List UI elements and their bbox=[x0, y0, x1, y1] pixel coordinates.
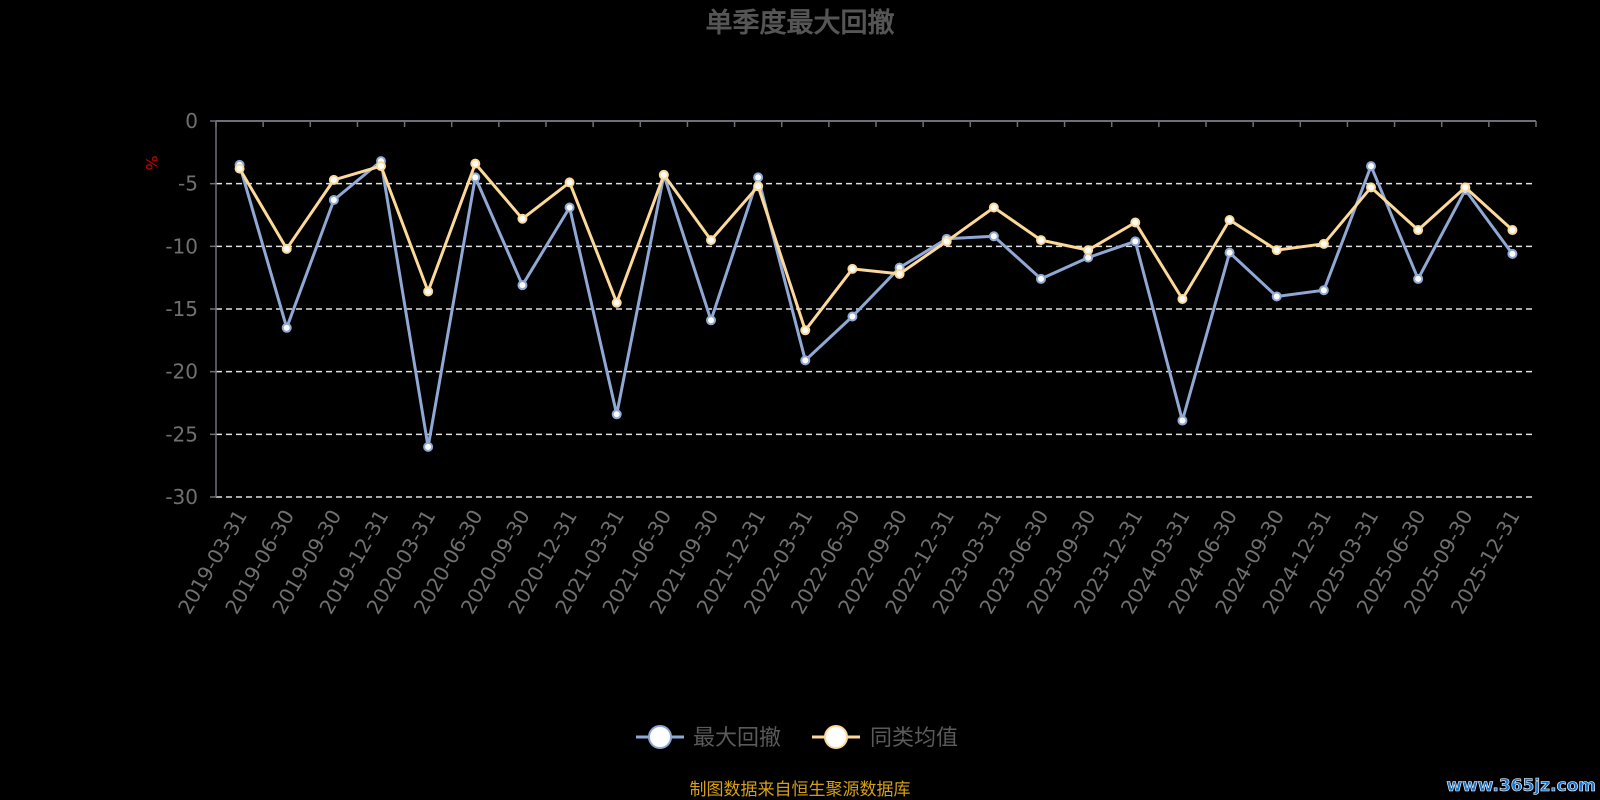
y-tick-label: -10 bbox=[165, 234, 198, 258]
data-point bbox=[941, 236, 952, 247]
series-layer bbox=[234, 156, 1518, 452]
y-tick-label: -5 bbox=[178, 172, 198, 196]
data-point bbox=[423, 286, 434, 297]
y-tick-label: -25 bbox=[165, 422, 198, 446]
data-point bbox=[847, 311, 858, 322]
data-point bbox=[988, 231, 999, 242]
data-point bbox=[1177, 415, 1188, 426]
series-line bbox=[238, 159, 1514, 449]
data-point bbox=[1413, 273, 1424, 284]
y-tick-label: -30 bbox=[165, 485, 198, 509]
data-point bbox=[800, 325, 811, 336]
data-point bbox=[753, 172, 764, 183]
data-point bbox=[1318, 238, 1329, 249]
data-point bbox=[847, 263, 858, 274]
data-point bbox=[281, 322, 292, 333]
data-point bbox=[564, 202, 575, 213]
legend[interactable]: 最大回撤 同类均值 bbox=[636, 725, 958, 751]
data-point bbox=[328, 194, 339, 205]
data-point bbox=[1318, 285, 1329, 296]
data-point bbox=[753, 181, 764, 192]
data-point bbox=[1036, 273, 1046, 284]
legend-marker bbox=[648, 725, 672, 749]
data-point bbox=[517, 280, 528, 291]
data-point bbox=[1413, 225, 1424, 236]
y-axis-unit: % bbox=[142, 155, 161, 170]
legend-label: 同类均值 bbox=[870, 726, 958, 751]
data-point bbox=[376, 161, 386, 172]
data-point bbox=[1271, 291, 1282, 302]
data-point bbox=[1507, 225, 1518, 236]
data-point bbox=[1224, 247, 1235, 258]
legend-item-1[interactable]: 同类均值 bbox=[812, 725, 958, 751]
data-point bbox=[423, 441, 434, 452]
data-point bbox=[470, 158, 481, 169]
legend-marker bbox=[824, 725, 848, 749]
source-note: 制图数据来自恒生聚源数据库 bbox=[690, 780, 911, 800]
data-point bbox=[1130, 217, 1141, 228]
data-point bbox=[234, 163, 245, 174]
legend-item-0[interactable]: 最大回撤 bbox=[636, 725, 781, 751]
data-point bbox=[1177, 293, 1188, 304]
data-point bbox=[1366, 182, 1376, 193]
data-point bbox=[706, 315, 716, 326]
data-point bbox=[1271, 245, 1282, 256]
data-point bbox=[1460, 182, 1471, 193]
data-point bbox=[1083, 245, 1094, 256]
series-line bbox=[238, 162, 1514, 332]
legend-label: 最大回撤 bbox=[693, 726, 781, 751]
data-point bbox=[611, 297, 622, 308]
chart-title: 单季度最大回撤 bbox=[706, 7, 895, 39]
y-tick-label: 0 bbox=[185, 109, 198, 133]
data-point bbox=[517, 213, 528, 224]
data-point bbox=[1224, 215, 1235, 226]
data-point bbox=[281, 243, 292, 254]
data-point bbox=[706, 235, 716, 246]
data-point bbox=[1130, 236, 1141, 247]
data-point bbox=[328, 174, 339, 185]
series-0 bbox=[234, 156, 1518, 452]
data-point bbox=[800, 355, 811, 366]
data-point bbox=[564, 177, 575, 188]
data-point bbox=[1507, 248, 1518, 259]
y-tick-label: -15 bbox=[165, 297, 198, 321]
axes: 0-5-10-15-20-25-302019-03-312019-06-3020… bbox=[165, 109, 1537, 618]
grid bbox=[216, 182, 1536, 498]
data-point bbox=[658, 169, 669, 180]
data-point bbox=[611, 409, 622, 420]
series-1 bbox=[234, 158, 1518, 336]
data-point bbox=[1366, 161, 1376, 172]
data-point bbox=[894, 268, 905, 279]
data-point bbox=[988, 202, 999, 213]
y-tick-label: -20 bbox=[165, 360, 198, 384]
data-point bbox=[1036, 235, 1046, 246]
watermark: www.365jz.com bbox=[1446, 776, 1596, 796]
